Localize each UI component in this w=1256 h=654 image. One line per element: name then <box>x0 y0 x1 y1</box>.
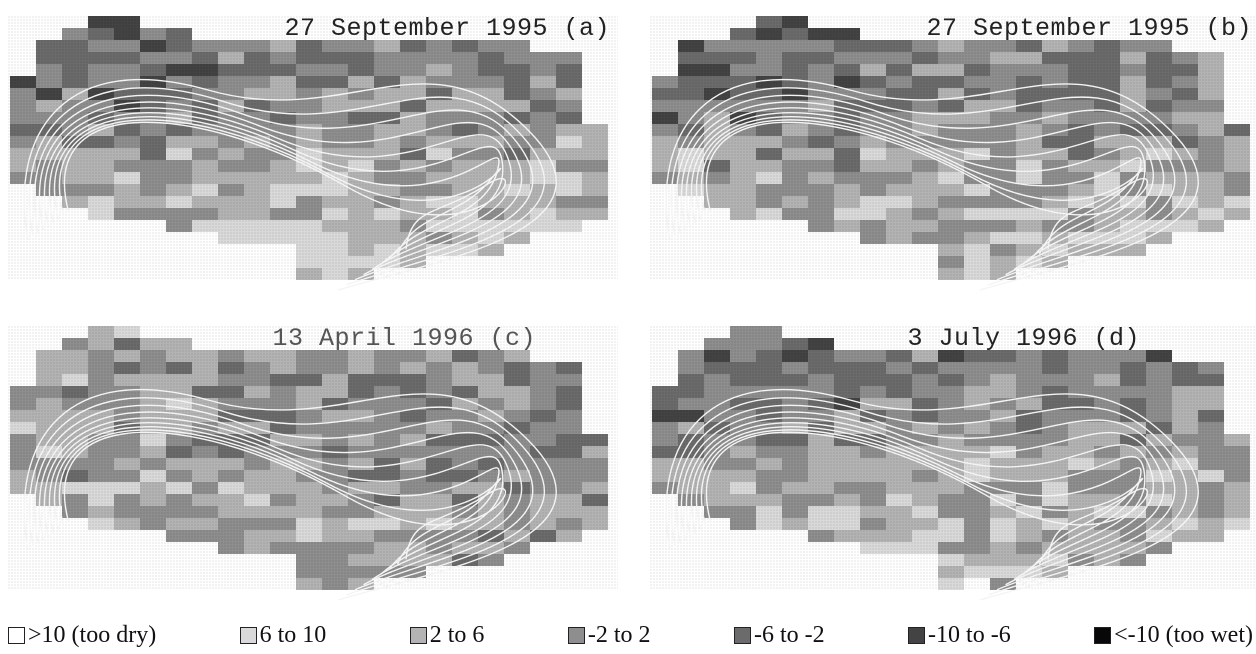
texture-overlay <box>8 326 618 590</box>
contour-lines <box>665 78 1199 291</box>
legend: >10 (too dry) 6 to 10 2 to 6 -2 to 2 -6 … <box>8 620 1253 650</box>
contour-line <box>675 404 1176 591</box>
contour-line <box>38 411 523 586</box>
contour-line <box>63 121 507 250</box>
contour-line <box>43 417 512 581</box>
contour-line <box>58 429 502 565</box>
panel-title-a: 27 September 1995 (a) <box>284 14 610 43</box>
contour-line <box>680 101 1165 276</box>
contour-line <box>23 388 557 601</box>
contour-lines <box>23 78 557 291</box>
contour-line <box>63 431 507 560</box>
texture-overlay <box>8 16 618 280</box>
contour-line <box>28 87 545 286</box>
contour-line <box>43 107 512 271</box>
legend-item-too-wet: <-10 (too wet) <box>1094 622 1253 649</box>
legend-swatch <box>908 626 926 644</box>
contour-line <box>690 422 1146 576</box>
contour-line <box>690 112 1146 266</box>
contour-line <box>695 426 1142 570</box>
contour-line <box>48 422 504 576</box>
panel-title-b: 27 September 1995 (b) <box>926 14 1252 43</box>
legend-swatch <box>239 626 257 644</box>
panel-title-c: 13 April 1996 (c) <box>272 324 536 353</box>
legend-label: <-10 (too wet) <box>1114 621 1253 648</box>
legend-label: -6 to -2 <box>753 621 825 648</box>
legend-item-2-to-6: 2 to 6 <box>409 621 485 649</box>
contour-line <box>705 431 1149 560</box>
legend-swatch <box>1094 626 1112 644</box>
legend-swatch <box>733 626 751 644</box>
contour-line <box>53 426 500 570</box>
legend-label: -10 to -6 <box>928 621 1011 648</box>
contour-line <box>53 116 500 260</box>
contour-line <box>665 78 1199 291</box>
contour-line <box>685 417 1154 581</box>
map-panel-b: 27 September 1995 (b) <box>650 10 1256 300</box>
grid-map-a <box>8 16 618 291</box>
map-panel-a: 27 September 1995 (a) <box>8 10 618 300</box>
map-panel-c: 13 April 1996 (c) <box>8 320 618 610</box>
contour-line <box>670 87 1187 286</box>
contour-line <box>675 94 1176 281</box>
contour-line <box>705 121 1149 250</box>
legend-label: >10 (too dry) <box>28 621 157 648</box>
legend-item-minus6-to-minus2: -6 to -2 <box>733 621 825 649</box>
legend-item-minus2-to-2: -2 to 2 <box>567 621 651 649</box>
legend-item-6-to-10: 6 to 10 <box>239 621 327 649</box>
contour-line <box>48 112 504 266</box>
contour-line <box>33 94 534 281</box>
contour-line <box>685 107 1154 271</box>
contour-line <box>665 388 1199 601</box>
contour-line <box>680 411 1165 586</box>
contour-line <box>28 397 545 596</box>
legend-label: 2 to 6 <box>429 621 485 648</box>
contour-line <box>700 119 1144 255</box>
grid-map-c <box>8 326 618 601</box>
legend-label: -2 to 2 <box>587 621 651 648</box>
legend-item-too-dry: >10 (too dry) <box>8 622 156 649</box>
legend-swatch <box>567 626 585 644</box>
grid-map-d <box>650 326 1256 601</box>
contour-line <box>33 404 534 591</box>
contour-line <box>38 101 523 276</box>
contour-line <box>670 397 1187 596</box>
legend-label: 6 to 10 <box>259 621 327 648</box>
legend-swatch <box>409 626 427 644</box>
contour-lines <box>665 388 1199 601</box>
panel-title-d: 3 July 1996 (d) <box>907 324 1140 353</box>
grid-map-b <box>650 16 1256 291</box>
contour-line <box>695 116 1142 260</box>
contour-line <box>700 429 1144 565</box>
contour-line <box>23 78 557 291</box>
legend-item-minus10-to-minus6: -10 to -6 <box>908 622 1011 649</box>
map-panel-d: 3 July 1996 (d) <box>650 320 1256 610</box>
texture-overlay <box>650 16 1256 280</box>
contour-lines <box>23 388 557 601</box>
texture-overlay <box>650 326 1256 590</box>
contour-line <box>58 119 502 255</box>
legend-swatch <box>8 626 25 644</box>
